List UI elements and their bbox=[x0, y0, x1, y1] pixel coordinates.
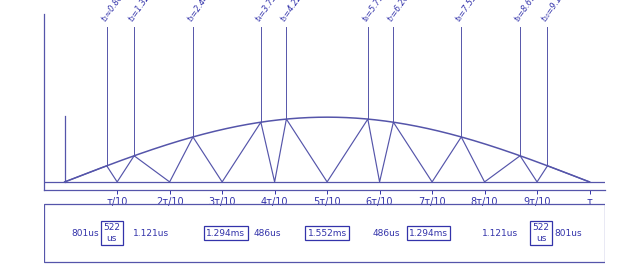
Text: t₄=3.738ms: t₄=3.738ms bbox=[253, 0, 288, 23]
Text: 522
us: 522 us bbox=[104, 223, 120, 243]
Text: t₁₀=9.199ms: t₁₀=9.199ms bbox=[540, 0, 577, 23]
Text: 801us: 801us bbox=[555, 228, 582, 238]
Text: t₉=8.677ms: t₉=8.677ms bbox=[513, 0, 548, 23]
Text: t₂=1.323ms: t₂=1.323ms bbox=[127, 0, 162, 23]
Text: t₃=2.444ms: t₃=2.444ms bbox=[185, 0, 220, 23]
Text: t₆=5.776ms: t₆=5.776ms bbox=[361, 0, 396, 23]
Text: 486us: 486us bbox=[254, 228, 281, 238]
Text: t₇=6.262ms: t₇=6.262ms bbox=[386, 0, 421, 23]
Text: 522
us: 522 us bbox=[533, 223, 550, 243]
Text: 1.294ms: 1.294ms bbox=[409, 228, 448, 238]
Text: 1.121us: 1.121us bbox=[133, 228, 169, 238]
Text: 1.552ms: 1.552ms bbox=[308, 228, 347, 238]
Text: t₁≈0.801us: t₁≈0.801us bbox=[99, 0, 133, 23]
Text: t₈=7.556ms: t₈=7.556ms bbox=[454, 0, 489, 23]
Text: t₅=4.224ms: t₅=4.224ms bbox=[279, 0, 314, 23]
Text: 486us: 486us bbox=[373, 228, 400, 238]
Text: 801us: 801us bbox=[72, 228, 99, 238]
Text: 1.121us: 1.121us bbox=[482, 228, 519, 238]
Text: 1.294ms: 1.294ms bbox=[207, 228, 245, 238]
